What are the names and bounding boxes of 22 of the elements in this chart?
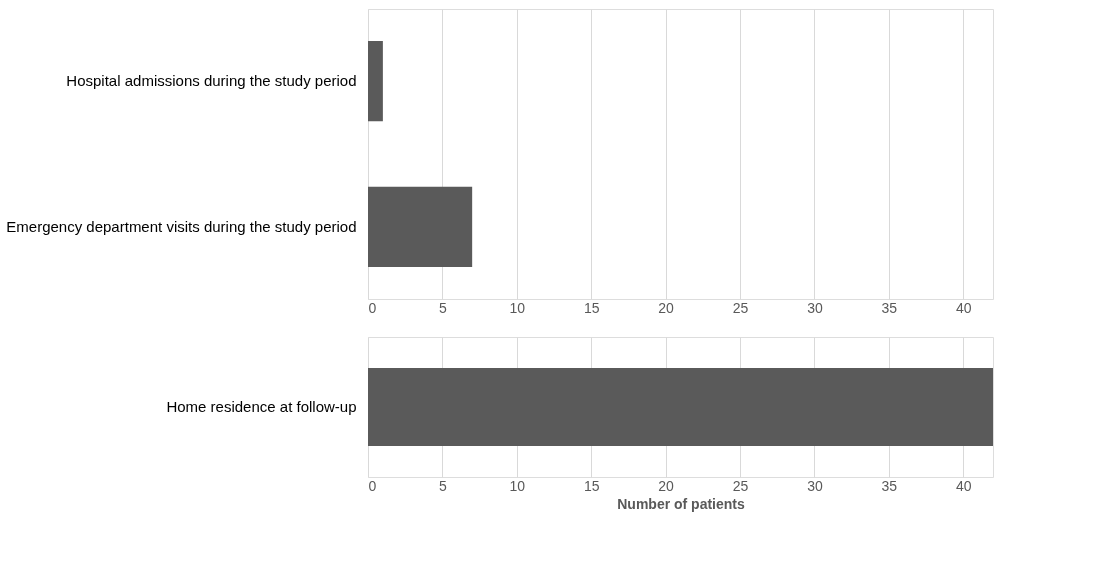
- x-tick-label: 40: [955, 299, 972, 316]
- x-tick-label: 15: [583, 477, 600, 494]
- x-tick-label: 10: [509, 477, 526, 494]
- x-tick-label: 5: [439, 477, 448, 494]
- x-tick-label: 20: [658, 477, 675, 494]
- x-axis-title: Number of patients: [617, 495, 745, 512]
- y-tick-label: Hospital admissions during the study period: [66, 72, 357, 90]
- x-tick-label: 35: [881, 299, 898, 316]
- x-tick-label: 5: [439, 299, 448, 316]
- y-tick-label: Emergency department visits during the study period: [6, 217, 357, 235]
- x-tick-label: 35: [881, 477, 898, 494]
- x-tick-label: 30: [807, 299, 823, 316]
- x-tick-label: 0: [368, 477, 377, 494]
- x-tick-label: 15: [583, 299, 600, 316]
- x-tick-label: 25: [732, 299, 749, 316]
- x-tick-label: 10: [509, 299, 526, 316]
- y-tick-label: Home residence at follow-up: [166, 398, 357, 415]
- x-tick-label: 20: [658, 299, 675, 316]
- x-tick-label: 25: [732, 477, 749, 494]
- x-tick-label: 40: [955, 477, 972, 494]
- x-tick-label: 30: [807, 477, 823, 494]
- x-tick-label: 0: [368, 299, 377, 316]
